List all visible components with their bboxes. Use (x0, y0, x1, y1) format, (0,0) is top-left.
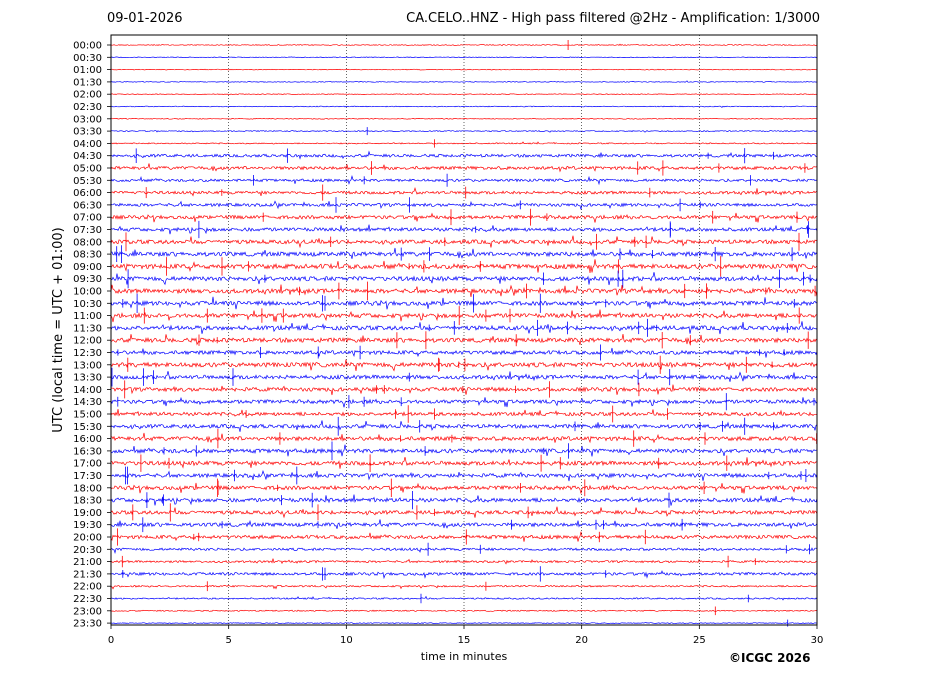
y-tick-label: 20:00 (73, 533, 102, 544)
y-tick-label: 05:00 (73, 164, 102, 175)
y-tick-label: 21:00 (73, 557, 102, 568)
y-tick-label: 11:00 (73, 311, 102, 322)
trace-row (110, 359, 818, 372)
y-tick-label: 12:30 (73, 348, 102, 359)
vertical-gridlines (228, 35, 700, 625)
y-tick-label: 03:30 (73, 127, 102, 138)
y-tick-label: 06:00 (73, 188, 102, 199)
trace-row (110, 187, 818, 197)
y-tick-label: 18:00 (73, 483, 102, 494)
y-tick-label: 09:00 (73, 262, 102, 273)
trace-row (110, 80, 818, 83)
y-tick-label: 01:00 (73, 65, 102, 76)
trace-row (110, 408, 818, 417)
trace-row (110, 584, 818, 590)
x-tick-label: 25 (693, 635, 706, 646)
y-tick-label: 17:30 (73, 471, 102, 482)
trace-row (110, 56, 818, 59)
y-tick-label: 10:00 (73, 287, 102, 298)
y-tick-label: 23:00 (73, 606, 102, 617)
trace-row (110, 457, 818, 469)
y-tick-label: 04:00 (73, 139, 102, 150)
x-tick-label: 30 (811, 635, 824, 646)
trace-row (110, 296, 818, 310)
plot-date: 09-01-2026 (107, 11, 183, 26)
x-axis-label: time in minutes (421, 650, 508, 663)
trace-row (110, 272, 818, 286)
y-tick-label: 09:30 (73, 274, 102, 285)
trace-row (110, 200, 818, 210)
y-tick-label: 05:30 (73, 176, 102, 187)
trace-row (110, 506, 818, 519)
y-tick-label: 00:00 (73, 41, 102, 52)
y-tick-label: 00:30 (73, 53, 102, 64)
y-tick-label: 21:30 (73, 569, 102, 580)
trace-row (110, 444, 818, 457)
trace-row (110, 175, 818, 186)
trace-row (110, 224, 818, 235)
trace-row (110, 130, 818, 133)
trace-row (110, 93, 818, 96)
trace-row (110, 609, 818, 612)
x-tick-label: 5 (225, 635, 231, 646)
y-tick-label: 01:30 (73, 77, 102, 88)
y-tick-label: 10:30 (73, 299, 102, 310)
trace-row (110, 150, 818, 160)
trace-row (110, 247, 818, 259)
y-tick-label: 15:30 (73, 422, 102, 433)
trace-row (110, 163, 818, 173)
seismic-traces (110, 40, 818, 627)
x-tick-label: 15 (458, 635, 471, 646)
y-tick-label: 13:00 (73, 360, 102, 371)
y-tick-label: 20:30 (73, 545, 102, 556)
trace-row (110, 420, 818, 432)
trace-row (110, 595, 818, 601)
y-tick-label: 02:30 (73, 102, 102, 113)
y-tick-label: 14:00 (73, 385, 102, 396)
trace-row (110, 117, 818, 120)
trace-row (110, 284, 818, 298)
copyright-notice: ©ICGC 2026 (729, 651, 811, 665)
trace-row (110, 347, 818, 358)
y-tick-label: 11:30 (73, 323, 102, 334)
x-tick-label: 20 (575, 635, 588, 646)
y-tick-label: 22:00 (73, 582, 102, 593)
trace-row (110, 519, 818, 529)
y-tick-label: 03:00 (73, 114, 102, 125)
trace-row (110, 68, 818, 71)
y-tick-label: 22:30 (73, 594, 102, 605)
y-tick-label: 15:00 (73, 410, 102, 421)
y-tick-label: 18:30 (73, 496, 102, 507)
y-tick-label: 19:30 (73, 520, 102, 531)
y-tick-label: 16:30 (73, 446, 102, 457)
y-tick-label: 08:00 (73, 237, 102, 248)
y-tick-label: 08:30 (73, 250, 102, 261)
x-tick-label: 0 (108, 635, 114, 646)
y-tick-label: 12:00 (73, 336, 102, 347)
y-tick-label: 04:30 (73, 151, 102, 162)
y-tick-label: 06:30 (73, 200, 102, 211)
x-tick-label: 10 (340, 635, 353, 646)
y-tick-label: 23:30 (73, 619, 102, 630)
trace-row (110, 105, 817, 108)
y-tick-label: 16:00 (73, 434, 102, 445)
trace-row (110, 259, 818, 274)
plot-title: CA.CELO..HNZ - High pass filtered @2Hz -… (406, 11, 820, 26)
y-tick-label: 13:30 (73, 373, 102, 384)
y-axis-label: UTC (local time = UTC + 01:00) (51, 227, 66, 432)
y-tick-label: 02:00 (73, 90, 102, 101)
y-tick-label: 07:30 (73, 225, 102, 236)
y-tick-label: 14:30 (73, 397, 102, 408)
y-tick-label: 19:00 (73, 508, 102, 519)
y-tick-label: 17:00 (73, 459, 102, 470)
x-axis-ticks: 0 5 10 15 20 25 30 (108, 625, 824, 646)
y-tick-label: 07:00 (73, 213, 102, 224)
trace-row (110, 321, 818, 335)
